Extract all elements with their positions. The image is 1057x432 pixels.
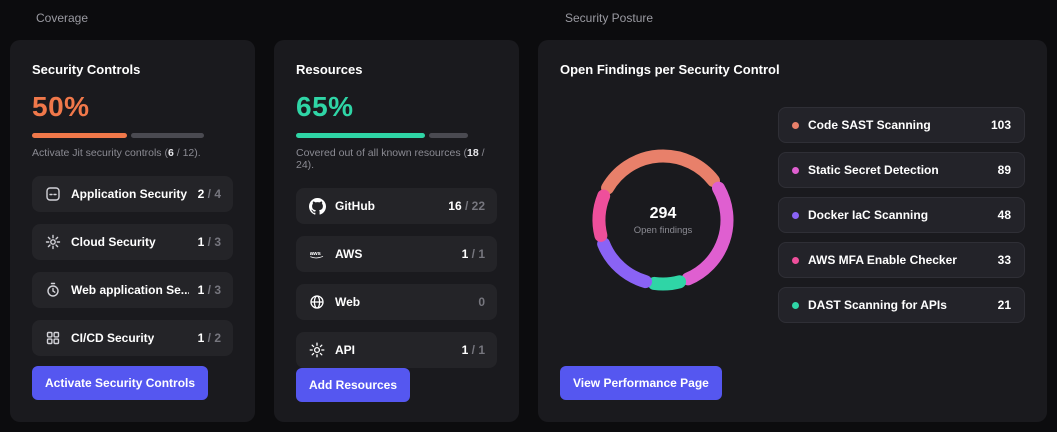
resources-title: Resources xyxy=(296,62,363,77)
resource-row-label: AWS xyxy=(335,247,363,261)
resources-caption: Covered out of all known resources (18 /… xyxy=(296,147,485,171)
cicd-security-icon xyxy=(44,329,62,347)
control-row-count: 1 / 2 xyxy=(197,331,221,345)
control-row-count: 2 / 4 xyxy=(197,187,221,201)
controls-caption: Activate Jit security controls (6 / 12). xyxy=(32,147,201,159)
control-row-application-security[interactable]: Application Security 2 / 4 xyxy=(32,176,233,212)
findings-body: 294 Open findings Code SAST Scanning 103… xyxy=(560,107,1025,323)
control-row-count: 1 / 3 xyxy=(197,283,221,297)
finding-row-static-secret[interactable]: Static Secret Detection 89 xyxy=(778,152,1025,188)
controls-list: Application Security 2 / 4 Cloud Securit… xyxy=(32,176,233,356)
legend-dot xyxy=(792,211,799,219)
cloud-security-icon xyxy=(44,233,62,251)
resource-row-aws[interactable]: aws AWS 1 / 1 xyxy=(296,236,497,272)
donut-segment xyxy=(601,149,721,195)
security-controls-card: Security Controls 50% Activate Jit secur… xyxy=(10,40,255,422)
donut-segment xyxy=(647,275,687,291)
finding-row-value: 103 xyxy=(990,118,1011,132)
control-row-label: Application Security xyxy=(71,187,188,201)
findings-list: Code SAST Scanning 103 Static Secret Det… xyxy=(778,107,1025,323)
finding-row-label: AWS MFA Enable Checker xyxy=(808,253,957,267)
finding-row-value: 21 xyxy=(997,298,1011,312)
web-globe-icon xyxy=(308,293,326,311)
finding-row-label: Code SAST Scanning xyxy=(808,118,931,132)
control-row-web-application-security[interactable]: Web application Se... 1 / 3 xyxy=(32,272,233,308)
donut-segment xyxy=(681,181,734,286)
resources-list: GitHub 16 / 22 aws AWS 1 / 1 Web 0 xyxy=(296,188,497,368)
legend-dot xyxy=(792,166,799,174)
add-resources-button[interactable]: Add Resources xyxy=(296,368,411,402)
controls-progress-bar xyxy=(32,133,204,138)
finding-row-label: DAST Scanning for APIs xyxy=(808,298,947,312)
finding-row-value: 48 xyxy=(997,208,1011,222)
donut-segment xyxy=(597,237,653,289)
finding-row-code-sast[interactable]: Code SAST Scanning 103 xyxy=(778,107,1025,143)
controls-progress-fill xyxy=(32,133,127,138)
controls-progress-rest xyxy=(130,133,204,138)
application-security-icon xyxy=(44,185,62,203)
resources-progress-fill xyxy=(296,133,425,138)
resources-card: Resources 65% Covered out of all known r… xyxy=(274,40,519,422)
legend-dot xyxy=(792,256,799,264)
resource-row-count: 1 / 1 xyxy=(461,343,485,357)
security-controls-title: Security Controls xyxy=(32,62,141,77)
open-findings-card: Open Findings per Security Control 294 O… xyxy=(538,40,1047,422)
donut-svg xyxy=(592,149,734,291)
aws-icon: aws xyxy=(308,245,326,263)
finding-row-label: Docker IaC Scanning xyxy=(808,208,929,222)
resources-progress-rest xyxy=(429,133,468,138)
resource-row-label: API xyxy=(335,343,356,357)
section-label-coverage: Coverage xyxy=(36,11,89,25)
control-row-label: Cloud Security xyxy=(71,235,156,249)
open-findings-donut-chart: 294 Open findings xyxy=(588,145,738,295)
svg-text:aws: aws xyxy=(310,251,321,257)
control-row-cloud-security[interactable]: Cloud Security 1 / 3 xyxy=(32,224,233,260)
control-row-count: 1 / 3 xyxy=(197,235,221,249)
resource-row-count: 1 / 1 xyxy=(461,247,485,261)
dashboard-cards: Security Controls 50% Activate Jit secur… xyxy=(10,40,1047,422)
view-performance-page-button[interactable]: View Performance Page xyxy=(560,366,722,400)
web-application-security-icon xyxy=(44,281,62,299)
finding-row-value: 89 xyxy=(997,163,1011,177)
open-findings-title: Open Findings per Security Control xyxy=(560,62,780,77)
resource-row-api[interactable]: API 1 / 1 xyxy=(296,332,497,368)
controls-percent: 50% xyxy=(32,91,90,122)
legend-dot xyxy=(792,121,799,129)
control-row-cicd-security[interactable]: CI/CD Security 1 / 2 xyxy=(32,320,233,356)
finding-row-value: 33 xyxy=(997,253,1011,267)
control-row-label: CI/CD Security xyxy=(71,331,155,345)
control-row-label: Web application Se... xyxy=(71,283,189,297)
resource-row-web[interactable]: Web 0 xyxy=(296,284,497,320)
resource-row-label: GitHub xyxy=(335,199,375,213)
finding-row-docker-iac[interactable]: Docker IaC Scanning 48 xyxy=(778,197,1025,233)
section-label-security-posture: Security Posture xyxy=(565,11,654,25)
donut-segment xyxy=(592,189,611,242)
api-gear-icon xyxy=(308,341,326,359)
resources-percent: 65% xyxy=(296,91,354,122)
finding-row-label: Static Secret Detection xyxy=(808,163,939,177)
github-icon xyxy=(308,197,326,215)
resource-row-count: 16 / 22 xyxy=(448,199,485,213)
finding-row-aws-mfa[interactable]: AWS MFA Enable Checker 33 xyxy=(778,242,1025,278)
resource-row-count: 0 xyxy=(478,295,485,309)
activate-security-controls-button[interactable]: Activate Security Controls xyxy=(32,366,209,400)
resource-row-label: Web xyxy=(335,295,361,309)
legend-dot xyxy=(792,301,799,309)
finding-row-dast-apis[interactable]: DAST Scanning for APIs 21 xyxy=(778,287,1025,323)
resources-progress-bar xyxy=(296,133,468,138)
resource-row-github[interactable]: GitHub 16 / 22 xyxy=(296,188,497,224)
